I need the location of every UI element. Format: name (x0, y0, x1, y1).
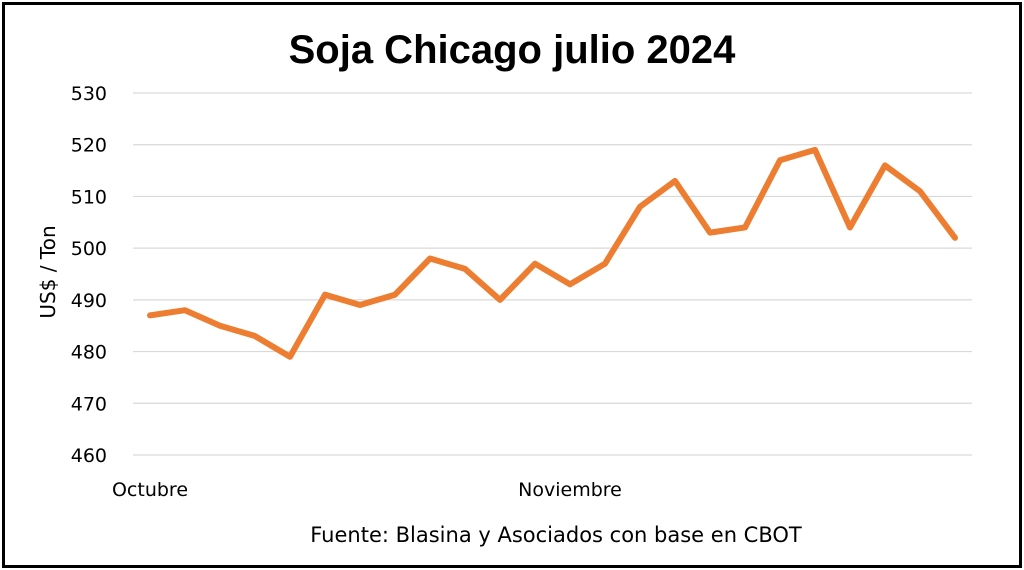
data-point (184, 309, 186, 311)
y-tick-label: 460 (71, 445, 107, 467)
chart-title: Soja Chicago julio 2024 (289, 28, 737, 72)
y-tick-label: 490 (71, 290, 107, 312)
data-point (499, 299, 501, 301)
data-point (534, 263, 536, 265)
y-tick-label: 480 (71, 342, 107, 364)
series-layer (147, 146, 958, 360)
data-point (919, 190, 921, 192)
x-tick-label: Octubre (112, 479, 188, 501)
gridlines (133, 92, 972, 456)
data-point (464, 268, 466, 270)
data-point (569, 283, 571, 285)
data-point (359, 304, 361, 306)
data-point (324, 294, 326, 296)
data-point (744, 226, 746, 228)
data-point (429, 257, 431, 259)
y-tick-label: 500 (71, 238, 107, 260)
data-point (394, 294, 396, 296)
y-axis-ticks: 460 470 480 490 500 510 520 530 (71, 83, 107, 467)
data-point (289, 356, 291, 358)
data-point (849, 226, 851, 228)
data-point (779, 159, 781, 161)
y-axis-label: US$ / Ton (36, 225, 60, 318)
data-point (814, 149, 816, 151)
data-point (674, 180, 676, 182)
data-point (254, 335, 256, 337)
data-point (219, 325, 221, 327)
source-note: Fuente: Blasina y Asociados con base en … (310, 523, 802, 547)
series-line (147, 146, 958, 360)
y-tick-label: 470 (71, 393, 107, 415)
y-tick-label: 520 (71, 135, 107, 157)
data-point (604, 263, 606, 265)
data-point (639, 206, 641, 208)
data-point (884, 164, 886, 166)
data-point (954, 237, 956, 239)
x-tick-label: Noviembre (518, 479, 622, 501)
x-axis-ticks: Octubre Noviembre (112, 479, 622, 501)
y-tick-label: 510 (71, 186, 107, 208)
data-point (149, 314, 151, 316)
data-point (709, 232, 711, 234)
y-tick-label: 530 (71, 83, 107, 105)
